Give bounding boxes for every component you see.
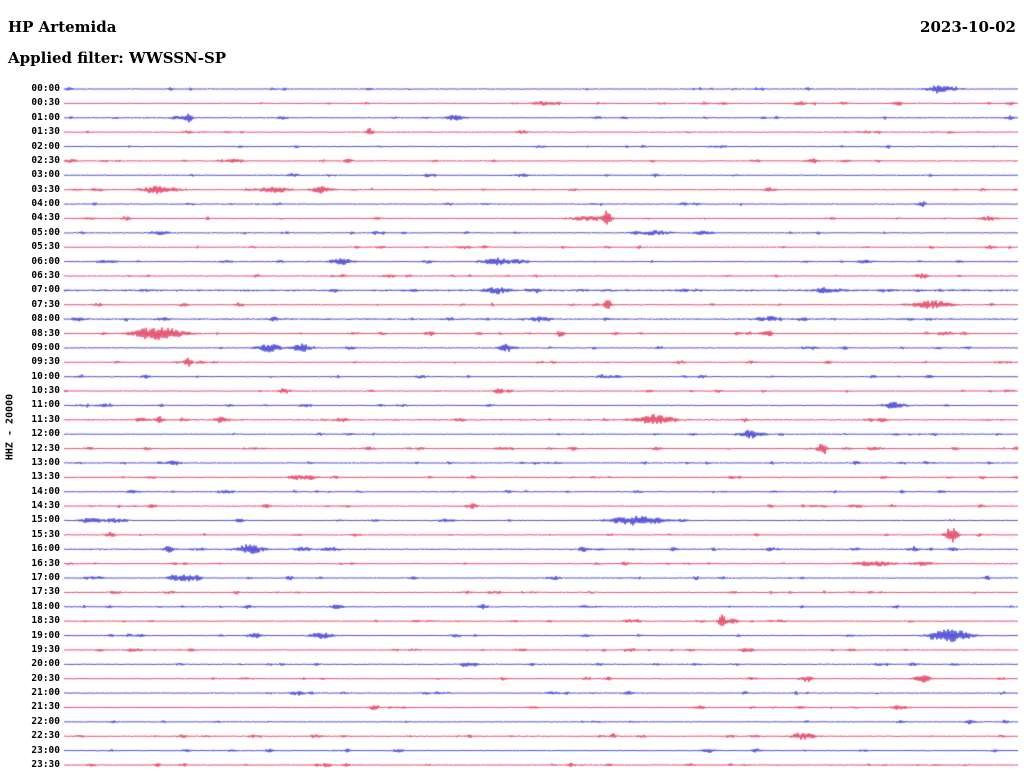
time-label: 14:30 <box>31 500 60 512</box>
time-label: 10:30 <box>31 385 60 397</box>
time-label: 07:30 <box>31 298 60 310</box>
time-label: 06:00 <box>31 255 60 267</box>
time-label: 08:00 <box>31 313 60 325</box>
time-label: 03:00 <box>31 169 60 181</box>
time-label: 01:00 <box>31 111 60 123</box>
time-label: 12:00 <box>31 428 60 440</box>
time-label: 00:30 <box>31 97 60 109</box>
time-label: 19:30 <box>31 643 60 655</box>
time-label: 02:30 <box>31 154 60 166</box>
time-label: 03:30 <box>31 183 60 195</box>
time-label: 11:00 <box>31 399 60 411</box>
time-label: 10:00 <box>31 370 60 382</box>
time-label: 02:00 <box>31 140 60 152</box>
time-label: 15:00 <box>31 514 60 526</box>
time-label: 20:30 <box>31 672 60 684</box>
time-label: 16:30 <box>31 557 60 569</box>
time-label: 16:00 <box>31 543 60 555</box>
time-label: 09:00 <box>31 341 60 353</box>
time-label: 17:00 <box>31 572 60 584</box>
time-label: 23:30 <box>31 759 60 770</box>
time-label: 18:30 <box>31 615 60 627</box>
time-label: 22:30 <box>31 730 60 742</box>
time-label: 05:30 <box>31 241 60 253</box>
time-label: 15:30 <box>31 528 60 540</box>
time-label: 14:00 <box>31 485 60 497</box>
time-label: 12:30 <box>31 442 60 454</box>
time-label: 11:30 <box>31 413 60 425</box>
time-label: 01:30 <box>31 126 60 138</box>
time-label: 09:30 <box>31 356 60 368</box>
time-label: 19:00 <box>31 629 60 641</box>
time-label: 17:30 <box>31 586 60 598</box>
time-label: 06:30 <box>31 269 60 281</box>
time-label: 05:00 <box>31 226 60 238</box>
time-label: 13:00 <box>31 456 60 468</box>
time-label: 08:30 <box>31 327 60 339</box>
time-label: 04:00 <box>31 198 60 210</box>
time-label: 00:00 <box>31 83 60 94</box>
time-label: 20:00 <box>31 658 60 670</box>
time-label: 23:00 <box>31 744 60 756</box>
time-label: 18:00 <box>31 600 60 612</box>
time-label: 13:30 <box>31 471 60 483</box>
time-label: 21:00 <box>31 687 60 699</box>
time-label: 04:30 <box>31 212 60 224</box>
time-label: 22:00 <box>31 715 60 727</box>
time-label: 07:00 <box>31 284 60 296</box>
time-label: 21:30 <box>31 701 60 713</box>
